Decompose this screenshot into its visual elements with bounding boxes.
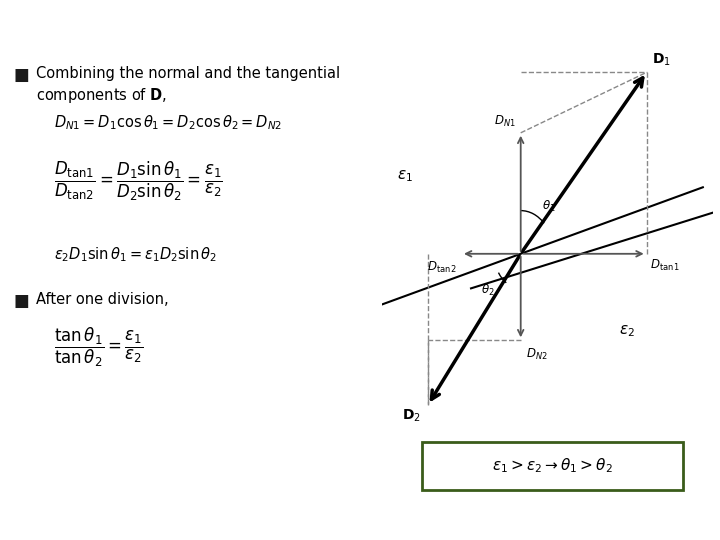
Text: components of $\mathbf{D}$,: components of $\mathbf{D}$, — [36, 86, 167, 105]
Text: $\theta_2$: $\theta_2$ — [480, 283, 494, 298]
Text: $D_{\rm tan\,1}$: $D_{\rm tan\,1}$ — [650, 258, 680, 273]
Text: $D_{N2}$: $D_{N2}$ — [526, 347, 547, 362]
FancyBboxPatch shape — [423, 442, 683, 490]
Text: EEM 8/16: EEM 8/16 — [598, 516, 655, 529]
Text: $D_{N1} = D_1\cos\theta_1 = D_2\cos\theta_2 = D_{N2}$: $D_{N1} = D_1\cos\theta_1 = D_2\cos\thet… — [54, 113, 282, 132]
Text: $\blacksquare$: $\blacksquare$ — [13, 66, 29, 84]
Text: President University: President University — [22, 516, 165, 529]
Text: $\mathbf{D}_1$: $\mathbf{D}_1$ — [652, 52, 670, 68]
Text: Boundary Conditions for Perfect Dielectric Materials: Boundary Conditions for Perfect Dielectr… — [43, 26, 677, 46]
Text: Erwin Sitompul: Erwin Sitompul — [310, 516, 410, 529]
Text: $\varepsilon_1$: $\varepsilon_1$ — [397, 168, 413, 184]
Text: $\blacksquare$: $\blacksquare$ — [13, 292, 29, 310]
Text: $\varepsilon_2 D_1\sin\theta_1 = \varepsilon_1 D_2\sin\theta_2$: $\varepsilon_2 D_1\sin\theta_1 = \vareps… — [54, 246, 217, 265]
Text: After one division,: After one division, — [36, 292, 168, 307]
Text: $D_{\rm tan\,2}$: $D_{\rm tan\,2}$ — [428, 260, 458, 275]
Text: $D_{N1}$: $D_{N1}$ — [494, 113, 516, 129]
Text: Combining the normal and the tangential: Combining the normal and the tangential — [36, 66, 340, 81]
Text: $\dfrac{D_{\rm tan1}}{D_{\rm tan2}} = \dfrac{D_1\sin\theta_1}{D_2\sin\theta_2} =: $\dfrac{D_{\rm tan1}}{D_{\rm tan2}} = \d… — [54, 159, 223, 202]
Text: $\varepsilon_2$: $\varepsilon_2$ — [618, 323, 634, 340]
Text: $\mathbf{D}_2$: $\mathbf{D}_2$ — [402, 407, 421, 423]
Text: $\dfrac{\tan\theta_1}{\tan\theta_2} = \dfrac{\varepsilon_1}{\varepsilon_2}$: $\dfrac{\tan\theta_1}{\tan\theta_2} = \d… — [54, 325, 143, 368]
Text: $\theta_1$: $\theta_1$ — [542, 199, 556, 214]
Text: $\varepsilon_1 > \varepsilon_2 \rightarrow \theta_1 > \theta_2$: $\varepsilon_1 > \varepsilon_2 \rightarr… — [492, 456, 613, 475]
Text: Chapter 6   Dielectrics and Capacitance: Chapter 6 Dielectrics and Capacitance — [228, 1, 492, 11]
